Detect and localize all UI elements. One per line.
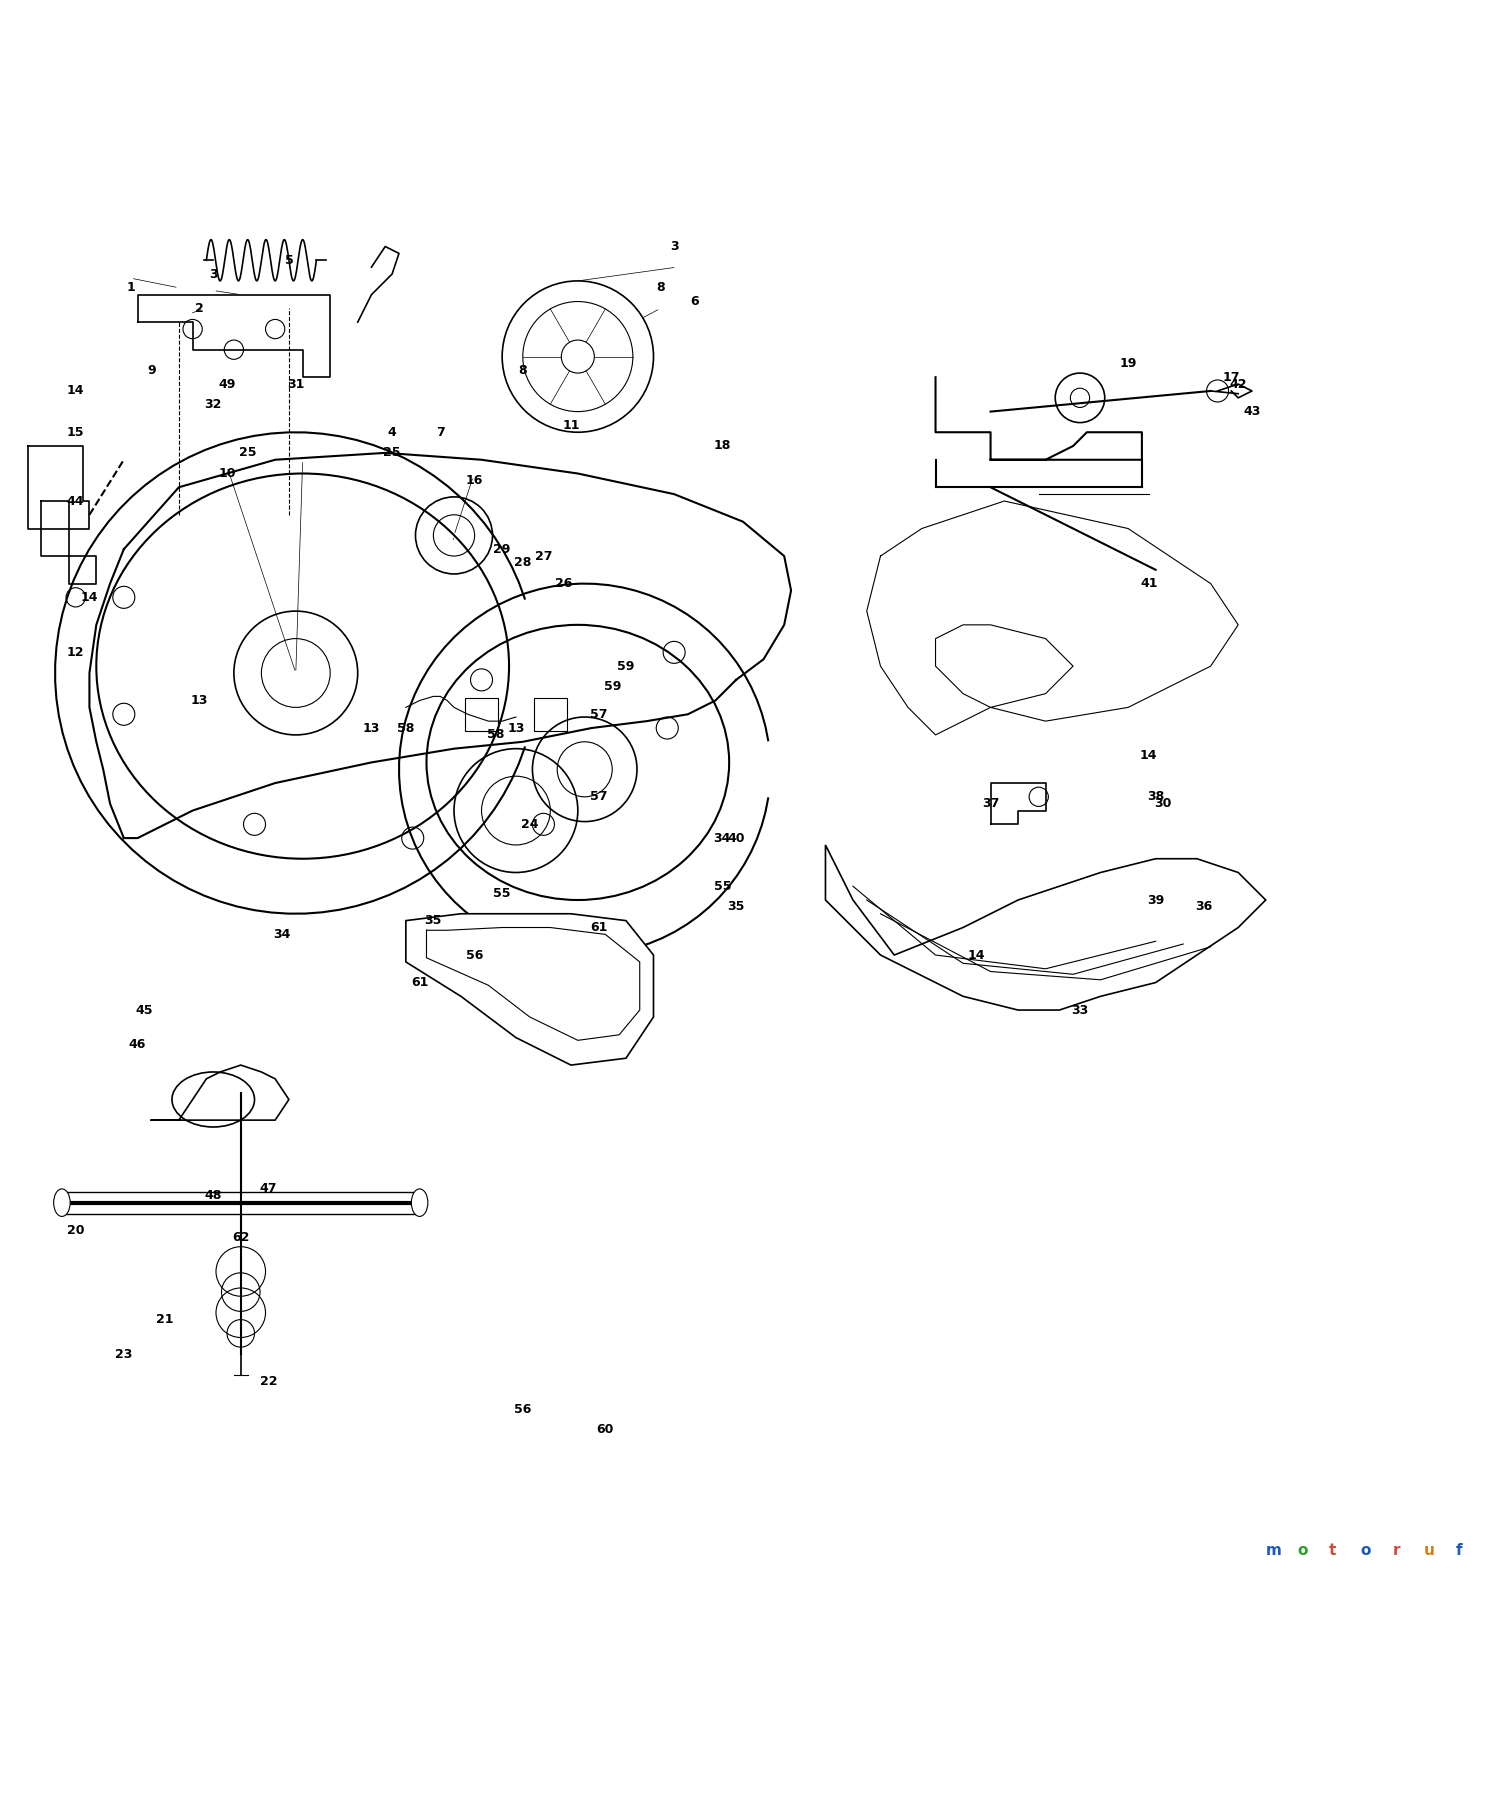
Polygon shape	[406, 914, 654, 1066]
Text: 16: 16	[466, 473, 484, 486]
Text: 33: 33	[1072, 1004, 1088, 1017]
Text: 30: 30	[1154, 797, 1172, 810]
Text: 29: 29	[493, 542, 511, 556]
Text: 9: 9	[147, 364, 156, 376]
Text: 13: 13	[508, 722, 524, 734]
Text: 45: 45	[135, 1004, 153, 1017]
Text: 55: 55	[493, 887, 511, 900]
Text: 12: 12	[67, 646, 85, 659]
Text: 3: 3	[670, 239, 679, 254]
Text: 18: 18	[713, 439, 731, 452]
Text: 59: 59	[603, 680, 621, 693]
Text: 43: 43	[1243, 405, 1261, 418]
Text: 27: 27	[535, 549, 552, 563]
Text: 34: 34	[274, 927, 290, 941]
Text: 58: 58	[398, 722, 414, 734]
Text: 61: 61	[411, 976, 429, 988]
Text: 5: 5	[284, 254, 293, 266]
Text: 57: 57	[590, 790, 608, 803]
Text: o: o	[1361, 1543, 1371, 1557]
Text: 20: 20	[67, 1224, 85, 1237]
Text: 10: 10	[219, 466, 235, 481]
Text: 58: 58	[487, 729, 503, 742]
Text: 13: 13	[191, 695, 208, 707]
Text: 56: 56	[514, 1402, 532, 1415]
Text: 59: 59	[618, 659, 634, 673]
Text: 34: 34	[713, 832, 731, 844]
Text: 57: 57	[590, 707, 608, 720]
Text: .de: .de	[1488, 1544, 1489, 1557]
Text: 24: 24	[521, 817, 539, 832]
Text: 17: 17	[1222, 371, 1240, 383]
Text: 8: 8	[657, 281, 664, 293]
Text: 46: 46	[130, 1039, 146, 1051]
Text: 40: 40	[727, 832, 744, 844]
Text: o: o	[1297, 1543, 1307, 1557]
Text: 25: 25	[383, 446, 401, 459]
Text: 13: 13	[363, 722, 380, 734]
Bar	[533, 698, 567, 731]
Text: 60: 60	[597, 1424, 613, 1436]
Ellipse shape	[411, 1190, 427, 1217]
Polygon shape	[825, 844, 1266, 1010]
Text: 35: 35	[727, 900, 744, 913]
Text: 35: 35	[424, 914, 442, 927]
Text: 14: 14	[67, 385, 85, 398]
Text: 14: 14	[1141, 749, 1157, 761]
Text: 4: 4	[387, 427, 396, 439]
Text: m: m	[1266, 1543, 1282, 1557]
Text: 11: 11	[563, 419, 579, 432]
Text: 14: 14	[968, 949, 986, 961]
Text: 26: 26	[555, 578, 573, 590]
Text: 25: 25	[238, 446, 256, 459]
Text: 2: 2	[195, 302, 204, 315]
Text: t: t	[1330, 1543, 1336, 1557]
Text: 42: 42	[1230, 378, 1246, 391]
Text: 62: 62	[232, 1231, 250, 1244]
Text: 44: 44	[67, 495, 85, 508]
Text: 38: 38	[1147, 790, 1164, 803]
Text: 15: 15	[67, 427, 85, 439]
Text: 56: 56	[466, 949, 484, 961]
Text: 21: 21	[156, 1314, 174, 1327]
Text: 39: 39	[1147, 893, 1164, 907]
Text: 31: 31	[287, 378, 304, 391]
Text: 41: 41	[1141, 578, 1157, 590]
Text: 28: 28	[514, 556, 532, 569]
Text: 23: 23	[115, 1348, 133, 1361]
Text: f: f	[1456, 1543, 1462, 1557]
Text: 61: 61	[590, 922, 608, 934]
Text: 37: 37	[981, 797, 999, 810]
Text: 48: 48	[204, 1190, 222, 1202]
Text: 14: 14	[80, 590, 98, 603]
Text: 3: 3	[208, 268, 217, 281]
Text: 6: 6	[691, 295, 698, 308]
Bar	[465, 698, 497, 731]
Text: 8: 8	[518, 364, 527, 376]
Text: r: r	[1392, 1543, 1400, 1557]
Text: 55: 55	[713, 880, 731, 893]
Text: 19: 19	[1120, 356, 1136, 371]
Text: u: u	[1423, 1543, 1435, 1557]
Text: 1: 1	[127, 281, 135, 293]
Text: 22: 22	[259, 1375, 277, 1388]
Text: 36: 36	[1196, 900, 1212, 913]
Ellipse shape	[54, 1190, 70, 1217]
Text: 32: 32	[204, 398, 222, 410]
Text: 49: 49	[219, 378, 235, 391]
Text: 47: 47	[259, 1183, 277, 1195]
Text: 7: 7	[436, 427, 445, 439]
